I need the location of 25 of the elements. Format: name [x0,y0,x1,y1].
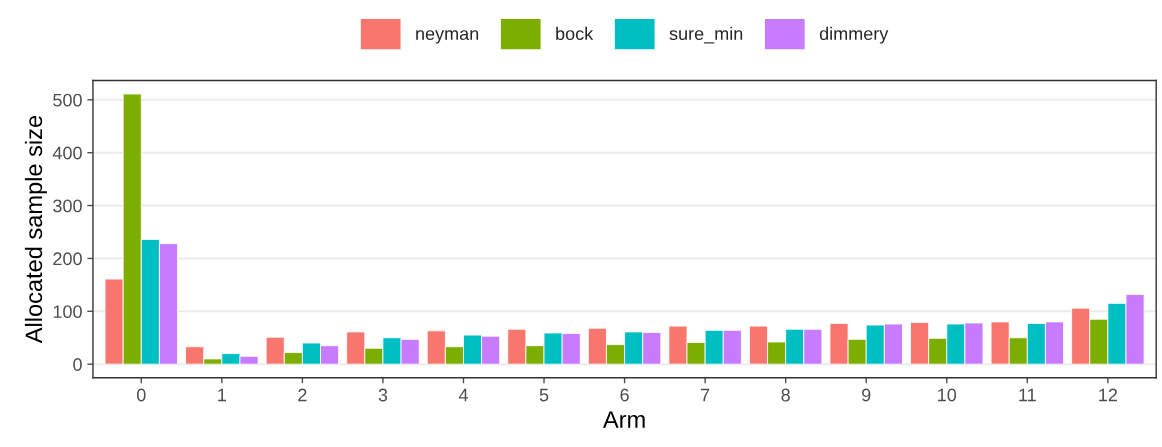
x-tick-label: 10 [938,388,957,402]
x-tick-label: 11 [1019,388,1036,402]
x-tick-label: 0 [136,388,146,402]
y-tick-label: 400 [52,146,82,160]
y-tick-label: 100 [53,305,82,319]
x-tick-label: 5 [539,388,549,402]
y-tick-label: 200 [53,252,82,266]
x-tick-label: 7 [701,388,710,402]
legend-label: bock [556,26,594,41]
x-tick-label: 9 [862,388,871,402]
x-tick-label: 3 [378,388,388,402]
x-tick-label: 6 [620,388,629,402]
y-tick-label: 0 [73,358,82,371]
y-tick-label: 500 [53,93,82,107]
legend-label: sure_min [669,26,743,44]
y-tick-label: 300 [53,199,82,213]
legend-label: neyman [416,30,479,44]
x-tick-label: 1 [218,388,226,402]
x-axis-title: Arm [602,411,645,428]
x-tick-label: 8 [781,388,790,402]
legend-label: dimmery [819,26,889,44]
y-axis-title: Allocated sample size [24,115,47,344]
x-tick-label: 12 [1099,388,1117,402]
x-tick-label: 4 [458,388,468,402]
x-tick-label: 2 [298,388,307,402]
